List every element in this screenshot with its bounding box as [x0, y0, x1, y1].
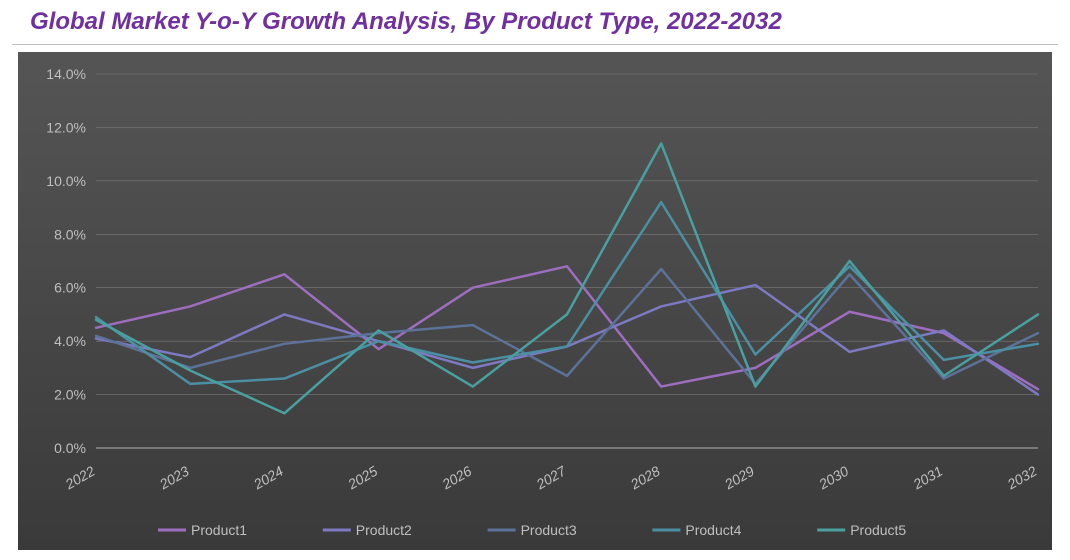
x-axis-label: 2022 — [62, 463, 98, 493]
legend-label: Product1 — [191, 522, 247, 538]
y-axis-label: 8.0% — [54, 226, 86, 242]
chart-container: Global Market Y-o-Y Growth Analysis, By … — [0, 0, 1070, 560]
line-chart-svg: 0.0% 2.0% 4.0% 6.0% 8.0% 10.0% 12.0% 14.0% 2022 2… — [18, 52, 1052, 550]
y-axis-label: 10.0% — [46, 173, 86, 189]
legend-label: Product2 — [356, 522, 412, 538]
y-axis-label: 0.0% — [54, 440, 86, 456]
legend-label: Product4 — [685, 522, 741, 538]
x-axis-label: 2026 — [438, 463, 474, 493]
chart-area: 0.0% 2.0% 4.0% 6.0% 8.0% 10.0% 12.0% 14.0% 2022 2… — [18, 52, 1052, 550]
series-line-5 — [96, 143, 1038, 413]
page-title: Global Market Y-o-Y Growth Analysis, By … — [30, 8, 782, 36]
x-axis-label: 2030 — [815, 463, 851, 493]
x-axis-label: 2032 — [1004, 463, 1040, 493]
x-axis-label: 2024 — [250, 463, 286, 493]
y-axis-label: 2.0% — [54, 387, 86, 403]
y-axis-label: 14.0% — [46, 66, 86, 82]
series-line-3 — [96, 269, 1038, 384]
x-axis-label: 2031 — [909, 463, 945, 493]
x-axis-label: 2027 — [533, 462, 570, 493]
legend-label: Product3 — [521, 522, 577, 538]
y-axis-label: 12.0% — [46, 119, 86, 135]
y-axis-label: 6.0% — [54, 280, 86, 296]
title-underline — [12, 44, 1058, 45]
x-axis-label: 2028 — [627, 463, 663, 493]
y-axis-label: 4.0% — [54, 333, 86, 349]
x-axis-label: 2029 — [721, 463, 757, 493]
x-axis-label: 2025 — [344, 463, 380, 493]
series-line-2 — [96, 285, 1038, 395]
legend: Product1 Product2 Product3 Product4 Product5 — [158, 522, 906, 538]
x-axis-label: 2023 — [156, 463, 192, 493]
legend-label: Product5 — [850, 522, 906, 538]
